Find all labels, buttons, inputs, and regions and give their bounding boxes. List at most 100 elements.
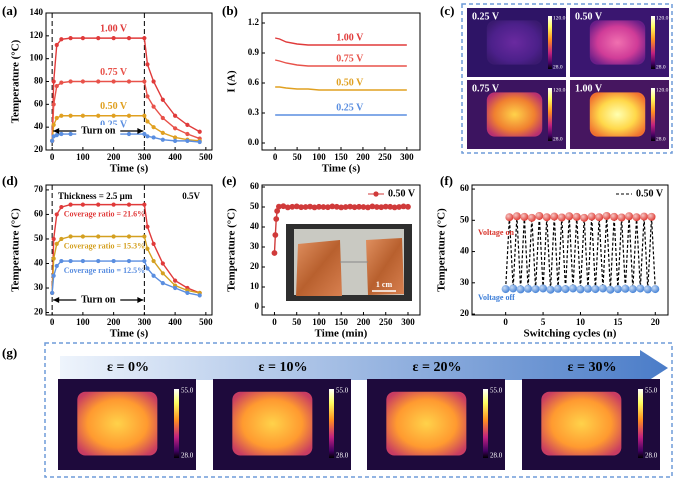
data-point-shine [554,284,563,293]
data-point-shine [501,285,510,294]
data-point-shine [516,285,525,294]
data-point-shine [576,285,585,294]
data-point [54,83,59,89]
x-tick-label: 300 [400,152,414,162]
data-point-shine [602,211,611,220]
data-point-shine [527,213,536,222]
data-point [126,234,132,239]
y-tick-label: 100 [30,53,44,63]
panel-frame [44,342,673,478]
y-tick-label: 30 [460,277,470,287]
data-point-shine [580,213,589,222]
data-point [185,131,190,137]
series-line [505,215,656,290]
colorbar-max: 55.0 [336,387,349,395]
data-point [68,202,73,207]
series-label: Coverage ratio = 21.6% [64,209,145,218]
data-point [145,62,150,67]
data-point [173,138,178,143]
plot-frame [471,184,669,316]
y-tick-label: 80 [34,76,44,86]
data-point [151,79,156,84]
data-point-shine [583,284,592,293]
data-point [160,261,165,266]
data-point [160,115,165,121]
data-point [54,241,59,246]
data-point [185,290,190,296]
series-line [51,37,201,141]
x-tick-label: 300 [138,152,152,162]
data-point [126,258,132,264]
data-point [111,79,116,84]
x-tick-label: 300 [401,317,415,327]
data-point [160,137,165,142]
data-point-shine [568,284,577,293]
x-tick-label: 20 [651,317,661,327]
data-point [80,234,85,239]
data-point [142,258,147,264]
data-point [51,236,56,242]
x-tick-label: 250 [378,152,392,162]
x-tick-label: 0 [50,152,55,162]
arrow-head [53,297,60,303]
x-tick-label: 0 [273,152,278,162]
annotation: Voltage on [478,228,514,237]
colorbar [651,88,655,141]
y-tick-label: 0 [255,301,260,311]
panel-label: (f) [440,173,453,188]
x-tick-label: 10 [576,317,586,327]
data-point [96,36,101,41]
data-point-shine [628,285,637,294]
thermal-hotspot [541,391,622,456]
data-point [96,113,101,118]
data-point [160,97,165,102]
data-point [68,79,73,84]
data-point-shine [587,212,596,221]
data-point-shine [595,213,604,222]
data-point [59,37,64,42]
y-axis-label: I (A) [226,70,238,93]
data-point [68,131,73,137]
data-point [197,293,202,298]
image-label: 1.00 V [575,83,603,94]
data-point-shine [550,212,559,221]
scale-label: 1 cm [376,280,393,289]
data-point [151,125,156,130]
strain-label: ε = 20% [413,360,462,375]
data-point-shine [651,285,660,294]
data-point [111,36,116,41]
arrow-head [137,297,144,303]
series-line [275,86,407,91]
data-point [126,36,132,41]
data-point [151,258,156,264]
y-tick-label: 0.9 [248,47,260,57]
data-point [80,258,85,264]
thermal-hotspot [232,391,313,456]
y-tick-label: 20 [250,261,260,271]
y-tick-label: 1.2 [248,17,260,27]
y-tick-label: 10 [250,281,260,291]
data-point [145,119,150,124]
panel-label: (c) [440,3,454,18]
data-point [111,234,116,239]
data-point-shine [572,212,581,221]
colorbar [329,389,334,458]
y-tick-label: 50 [460,214,470,224]
series-label: Coverage ratio = 12.5% [64,266,145,275]
x-tick-label: 50 [292,317,302,327]
y-axis-label: Temperature (°C) [10,39,22,123]
panel-label: (g) [2,345,17,360]
data-point-shine [636,284,645,293]
data-point [173,285,178,291]
panel-label: (b) [222,3,238,18]
y-axis-label: Temperature (°C) [226,208,238,292]
series-line [51,235,200,294]
colorbar-min: 28.0 [553,136,563,142]
x-tick-label: 0 [503,317,508,327]
data-point [142,79,147,84]
annotation-bg [76,125,121,137]
data-point [405,203,411,210]
data-point-shine [591,285,600,294]
data-point [51,79,56,84]
